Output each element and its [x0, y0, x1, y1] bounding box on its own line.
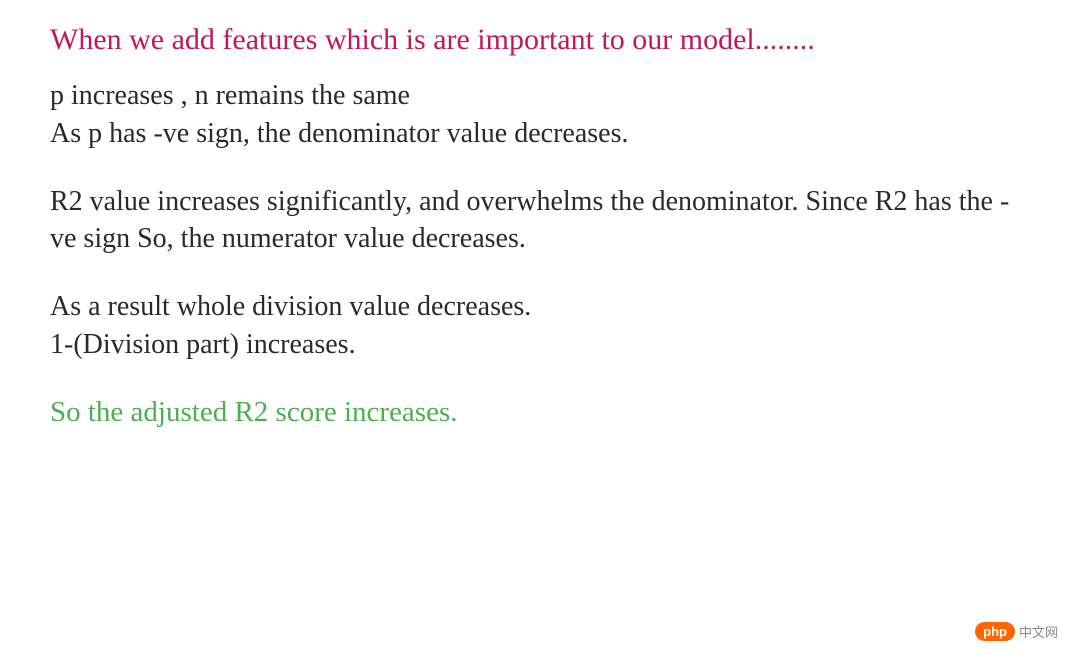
conclusion-text: So the adjusted R2 score increases.: [50, 394, 1030, 432]
watermark-badge: php: [975, 622, 1015, 641]
paragraph-3: As a result whole division value decreas…: [50, 288, 1030, 364]
paragraph-1: p increases , n remains the sameAs p has…: [50, 77, 1030, 153]
watermark: php 中文网: [975, 622, 1058, 641]
watermark-label: 中文网: [1019, 622, 1058, 641]
paragraph-2: R2 value increases significantly, and ov…: [50, 183, 1030, 259]
heading-text: When we add features which is are import…: [50, 20, 1030, 59]
